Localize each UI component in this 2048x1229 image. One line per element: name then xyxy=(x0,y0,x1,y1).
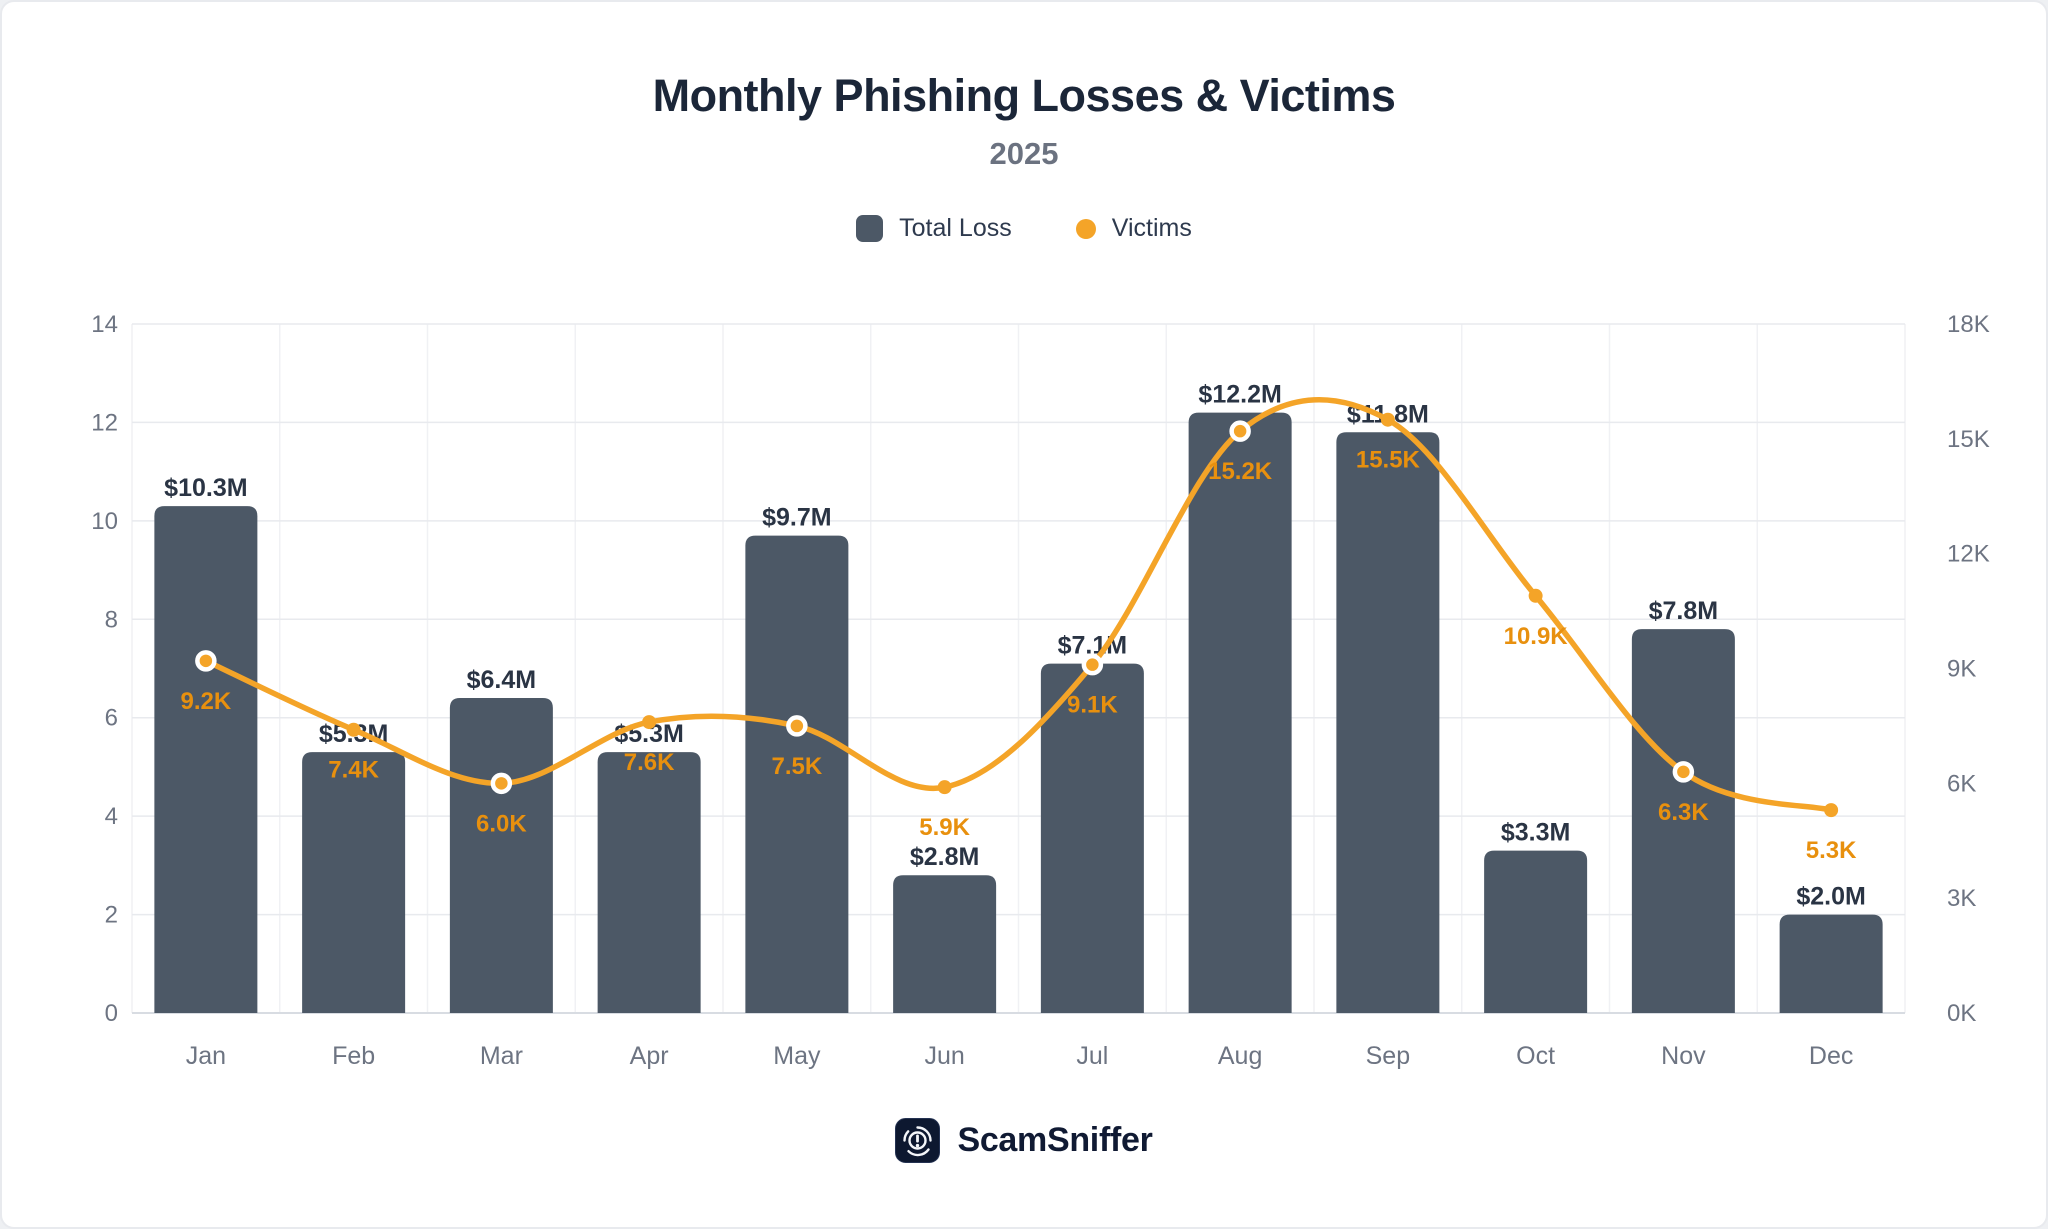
loss-value-label: $3.3M xyxy=(1501,819,1570,847)
left-axis-tick: 2 xyxy=(105,902,118,929)
victims-point-feb xyxy=(346,722,361,737)
legend-label-victims: Victims xyxy=(1111,214,1192,242)
loss-value-label: $10.3M xyxy=(164,474,247,502)
loss-value-label: $2.8M xyxy=(910,843,979,871)
x-axis-label: Jan xyxy=(186,1042,226,1070)
x-axis-label: Sep xyxy=(1366,1042,1410,1070)
right-axis-tick: 18K xyxy=(1947,311,1990,338)
victims-value-label: 15.2K xyxy=(1208,458,1273,485)
victims-point-jul xyxy=(1081,653,1104,676)
loss-value-label: $2.0M xyxy=(1796,883,1865,911)
page-title: Monthly Phishing Losses & Victims xyxy=(652,70,1396,121)
victims-point-aug xyxy=(1229,420,1251,442)
left-axis-tick: 0 xyxy=(105,1000,118,1027)
right-axis-tick: 12K xyxy=(1947,541,1990,568)
bar-may xyxy=(745,535,849,1013)
bar-feb xyxy=(302,752,406,1013)
victims-value-label: 5.9K xyxy=(919,814,970,841)
victims-value-label: 7.5K xyxy=(772,753,823,780)
loss-value-label: $6.4M xyxy=(467,666,536,694)
victims-value-label: 9.1K xyxy=(1067,692,1118,719)
legend-item-total-loss[interactable]: Total Loss xyxy=(856,214,1012,243)
victims-value-label: 10.9K xyxy=(1504,623,1569,650)
right-axis-tick: 9K xyxy=(1947,656,1976,683)
bar-apr xyxy=(597,752,701,1013)
x-axis-label: Dec xyxy=(1809,1042,1853,1070)
x-axis-label: Aug xyxy=(1218,1042,1262,1070)
victims-point-jan xyxy=(195,650,217,672)
x-axis-label: Mar xyxy=(480,1042,523,1070)
victims-value-label: 6.0K xyxy=(476,810,527,837)
victims-value-label: 7.6K xyxy=(624,749,675,776)
victims-marker-icon xyxy=(1075,218,1096,239)
total-loss-marker-icon xyxy=(856,215,884,242)
right-axis-tick: 15K xyxy=(1947,426,1990,453)
page-subtitle: 2025 xyxy=(989,136,1059,171)
bar-jul xyxy=(1040,663,1144,1013)
brand-name: ScamSniffer xyxy=(957,1121,1153,1159)
bar-jan xyxy=(154,506,258,1013)
x-axis-label: Jul xyxy=(1076,1042,1108,1070)
left-axis-tick: 14 xyxy=(91,311,118,338)
victims-point-oct xyxy=(1528,588,1543,603)
x-axis-label: Jun xyxy=(924,1042,964,1070)
left-axis-tick: 10 xyxy=(91,508,118,535)
x-axis-label: Nov xyxy=(1661,1042,1706,1070)
brand-footer: ScamSniffer xyxy=(2,1118,2046,1163)
victims-point-mar xyxy=(490,772,513,795)
x-axis-label: May xyxy=(773,1042,821,1070)
legend-label-total-loss: Total Loss xyxy=(899,214,1012,242)
left-axis-tick: 6 xyxy=(105,705,118,732)
left-axis-tick: 4 xyxy=(105,803,118,830)
loss-value-label: $9.7M xyxy=(762,504,831,532)
left-axis-tick: 12 xyxy=(91,409,118,436)
victims-value-label: 7.4K xyxy=(328,757,379,784)
bar-sep xyxy=(1336,432,1440,1013)
scamsniffer-logo-icon xyxy=(895,1118,941,1163)
victims-point-nov xyxy=(1672,761,1695,783)
right-axis-tick: 3K xyxy=(1947,885,1976,912)
left-axis-tick: 8 xyxy=(105,606,118,633)
loss-value-label: $12.2M xyxy=(1198,381,1281,409)
victims-point-dec xyxy=(1824,803,1839,818)
bar-aug xyxy=(1188,412,1292,1014)
right-axis-tick: 6K xyxy=(1947,770,1976,797)
legend: Total Loss Victims xyxy=(2,214,2046,243)
x-axis-label: Apr xyxy=(630,1042,669,1070)
bar-jun xyxy=(893,875,997,1013)
victims-value-label: 15.5K xyxy=(1356,447,1421,474)
bar-oct xyxy=(1484,850,1588,1013)
victims-point-apr xyxy=(642,715,657,730)
bar-mar xyxy=(449,698,553,1013)
x-axis-label: Oct xyxy=(1516,1042,1555,1070)
victims-point-sep xyxy=(1380,412,1395,427)
right-axis-tick: 0K xyxy=(1947,1000,1976,1027)
bar-dec xyxy=(1779,914,1883,1013)
victims-point-jun xyxy=(937,780,952,795)
victims-value-label: 9.2K xyxy=(181,688,232,715)
x-axis-label: Feb xyxy=(332,1042,375,1070)
victims-value-label: 6.3K xyxy=(1658,799,1709,826)
victims-value-label: 5.3K xyxy=(1806,837,1857,864)
victims-point-may xyxy=(786,715,808,737)
bar-nov xyxy=(1631,629,1735,1013)
legend-item-victims[interactable]: Victims xyxy=(1075,214,1192,243)
loss-value-label: $7.8M xyxy=(1649,597,1718,625)
